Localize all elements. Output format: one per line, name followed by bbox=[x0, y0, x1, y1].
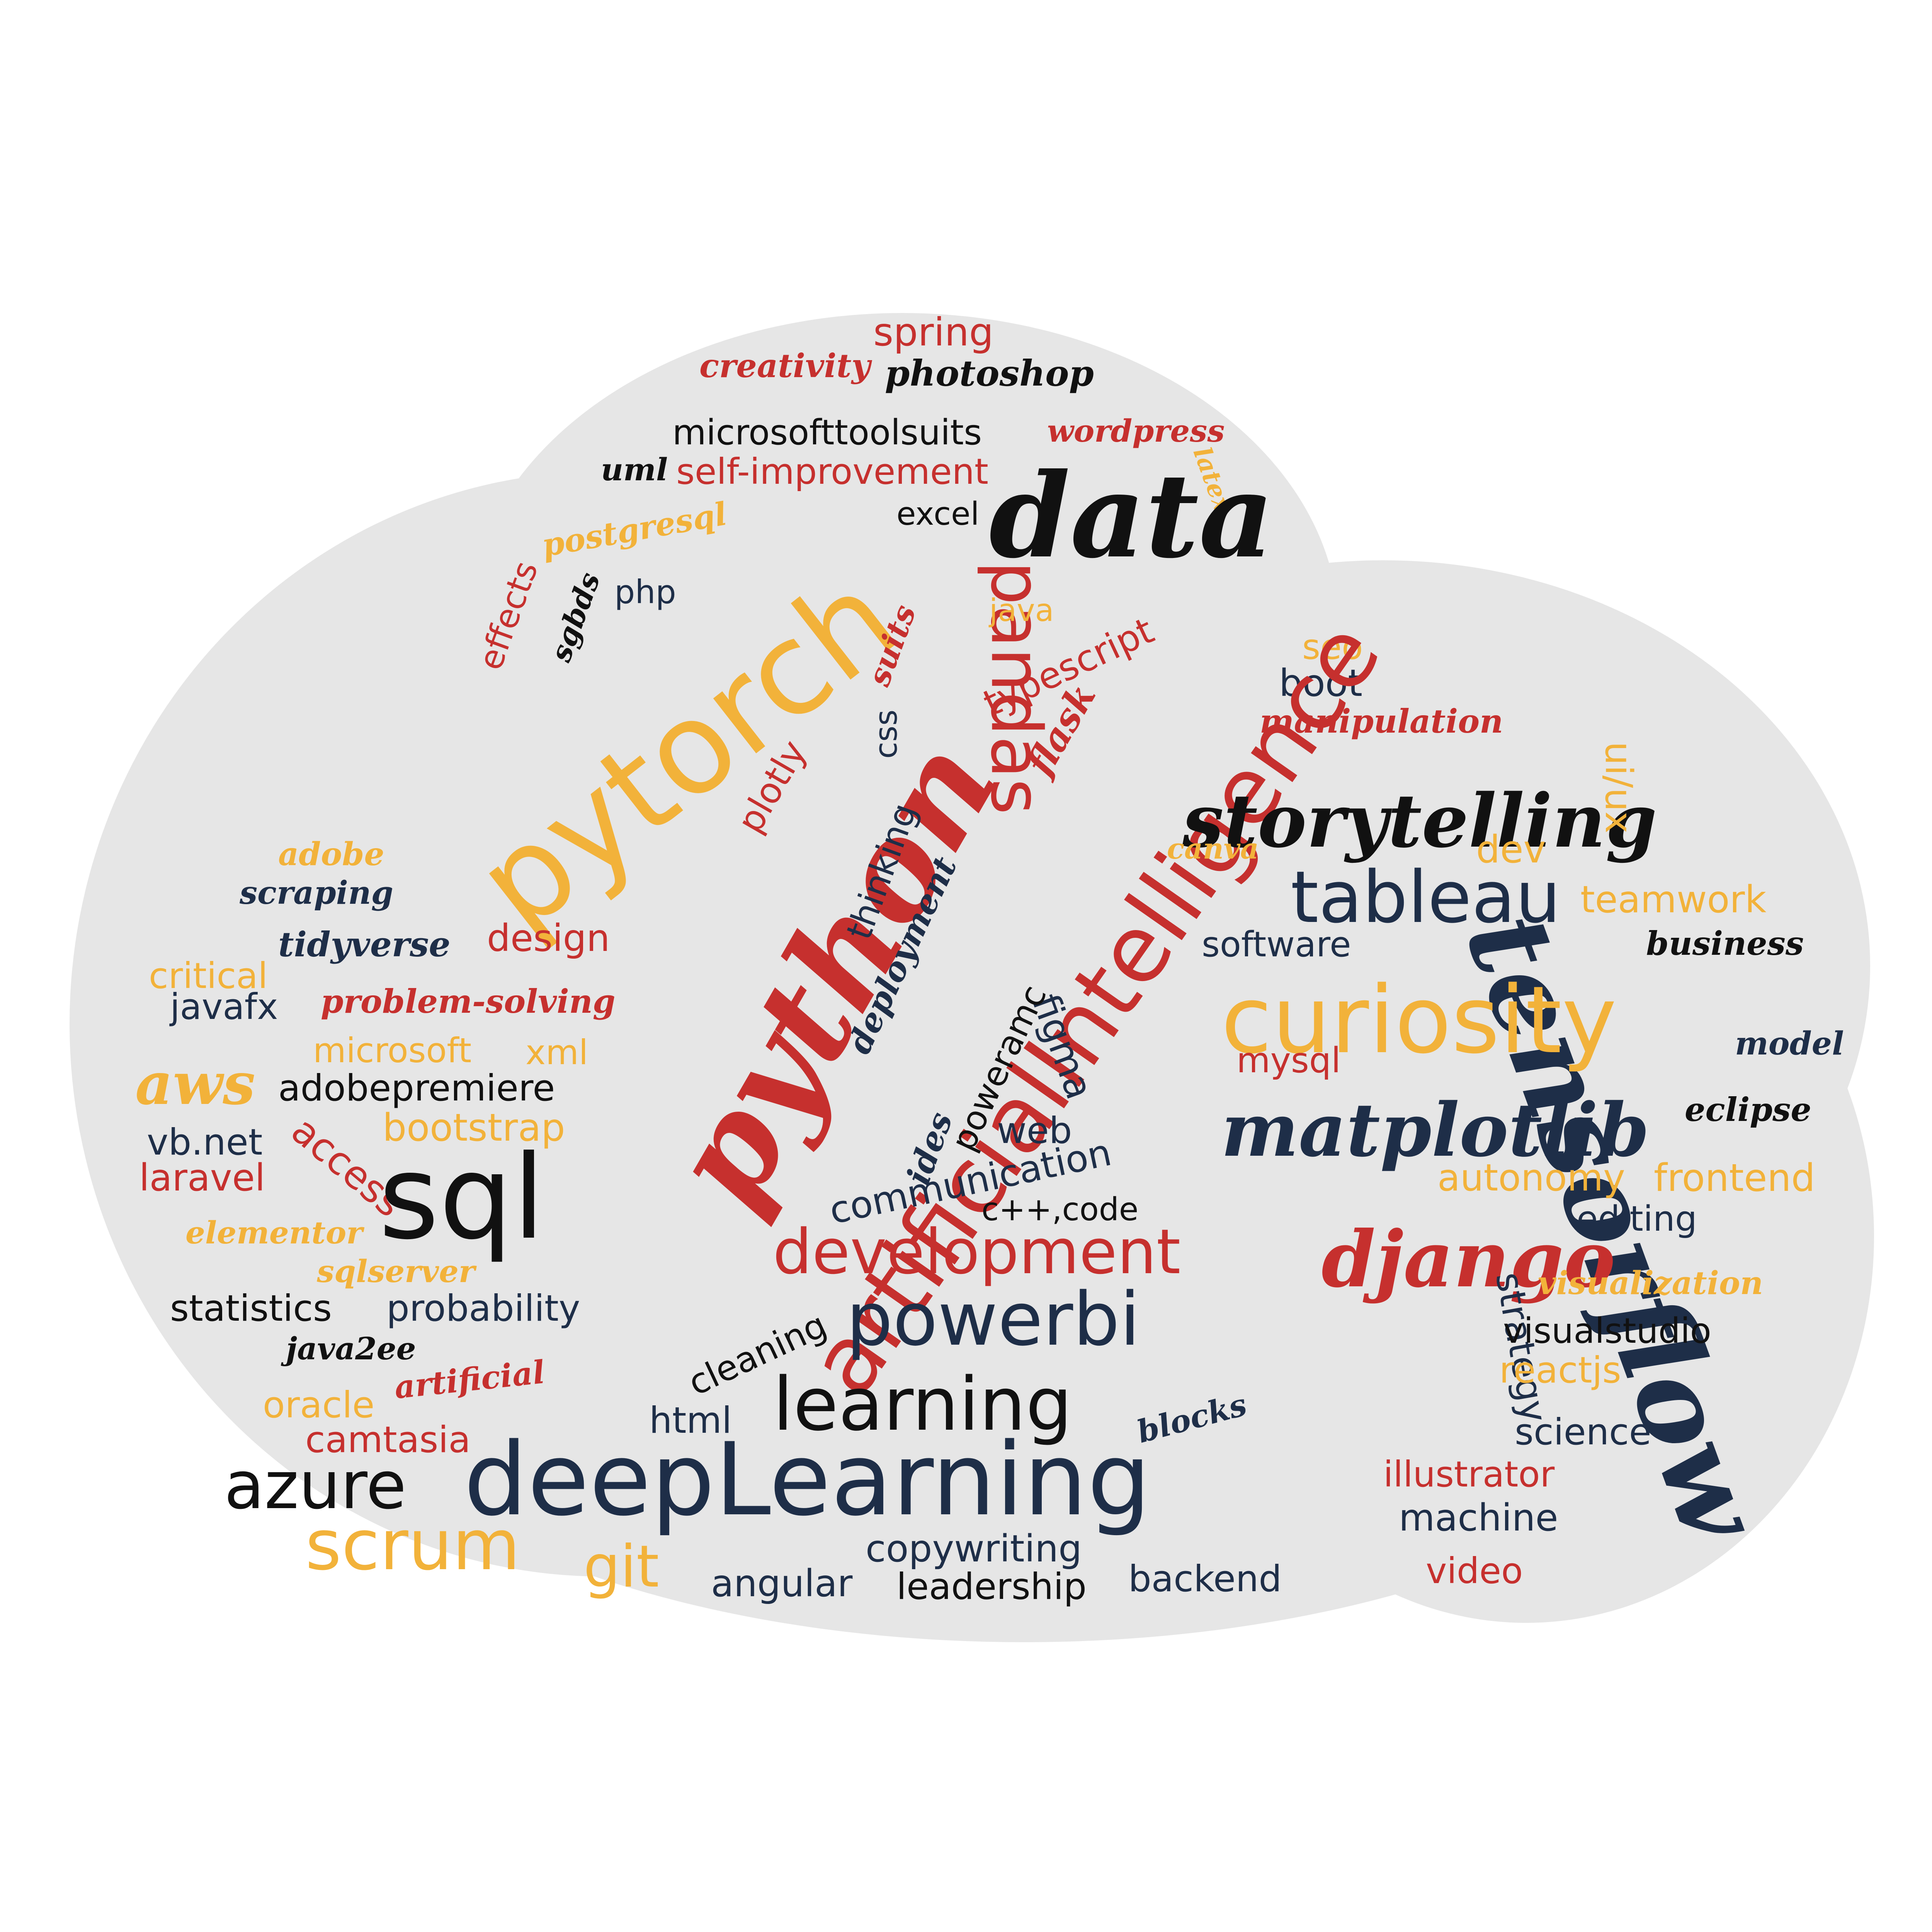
word-data: data bbox=[989, 447, 1274, 584]
word-backend: backend bbox=[1128, 1558, 1282, 1600]
word-java: java bbox=[989, 592, 1054, 628]
word-vb-net: vb.net bbox=[147, 1121, 263, 1163]
word-autonomy: autonomy bbox=[1437, 1156, 1625, 1199]
word-html: html bbox=[649, 1400, 732, 1442]
word-learning: learning bbox=[773, 1362, 1073, 1447]
word-storytelling: storytelling bbox=[1182, 778, 1657, 864]
word-web: web bbox=[997, 1110, 1072, 1152]
word-reactjs: reactjs bbox=[1499, 1349, 1621, 1391]
word-oracle: oracle bbox=[263, 1384, 375, 1426]
word-wordpress: wordpress bbox=[1047, 413, 1225, 449]
word-editing: editing bbox=[1577, 1199, 1697, 1239]
word-model: model bbox=[1735, 1025, 1844, 1062]
word-video: video bbox=[1426, 1550, 1523, 1592]
word-science: science bbox=[1515, 1411, 1651, 1453]
word-manipulation: manipulation bbox=[1260, 702, 1503, 740]
word-django: django bbox=[1321, 1214, 1616, 1305]
word-copywriting: copywriting bbox=[866, 1527, 1082, 1570]
word-photoshop: photoshop bbox=[885, 352, 1094, 394]
word-adobe: adobe bbox=[278, 836, 384, 873]
word-camtasia: camtasia bbox=[305, 1419, 471, 1461]
word-teamwork: teamwork bbox=[1580, 878, 1767, 921]
word-aws: aws bbox=[135, 1050, 255, 1118]
word-dev: dev bbox=[1476, 828, 1546, 872]
word-tidyverse: tidyverse bbox=[278, 924, 451, 964]
word-angular: angular bbox=[711, 1562, 853, 1605]
word-visualization: visualization bbox=[1538, 1265, 1764, 1302]
word-seo: seo bbox=[1302, 627, 1363, 667]
word-microsofttoolsuits: microsofttoolsuits bbox=[672, 412, 982, 453]
word-matplotlib: matplotlib bbox=[1221, 1087, 1650, 1173]
word-sql: sql bbox=[379, 1130, 545, 1265]
word-sqlserver: sqlserver bbox=[317, 1253, 475, 1289]
word-software: software bbox=[1202, 924, 1351, 965]
word-illustrator: illustrator bbox=[1383, 1454, 1555, 1495]
word-boot: boot bbox=[1279, 662, 1363, 705]
word-tableau: tableau bbox=[1291, 855, 1561, 939]
word-frontend: frontend bbox=[1654, 1156, 1815, 1200]
word-machine: machine bbox=[1399, 1496, 1558, 1539]
word-uml: uml bbox=[601, 451, 668, 488]
word-scraping: scraping bbox=[240, 874, 393, 912]
word-leadership: leadership bbox=[896, 1566, 1087, 1608]
word-visualstudio: visualstudio bbox=[1503, 1311, 1711, 1351]
word-ui-ux: ui/ux bbox=[1597, 742, 1640, 833]
word-critical: critical bbox=[149, 955, 268, 997]
word-c-code: c++,code bbox=[981, 1191, 1139, 1228]
word-statistics: statistics bbox=[170, 1287, 332, 1330]
word-design: design bbox=[487, 917, 610, 960]
word-probability: probability bbox=[386, 1287, 580, 1330]
word-scrum: scrum bbox=[305, 1505, 520, 1586]
word-php: php bbox=[614, 573, 676, 611]
word-problem-solving: problem-solving bbox=[321, 982, 616, 1020]
word-excel: excel bbox=[896, 496, 980, 532]
word-spring: spring bbox=[873, 310, 994, 355]
word-xml: xml bbox=[526, 1032, 588, 1072]
word-eclipse: eclipse bbox=[1685, 1090, 1811, 1129]
word-elementor: elementor bbox=[185, 1214, 363, 1251]
word-adobepremiere: adobepremiere bbox=[278, 1067, 555, 1109]
word-java2ee: java2ee bbox=[286, 1330, 416, 1367]
word-laravel: laravel bbox=[139, 1156, 265, 1199]
word-mysql: mysql bbox=[1236, 1040, 1341, 1081]
word-powerbi: powerbi bbox=[846, 1277, 1140, 1362]
word-canva: canva bbox=[1167, 832, 1259, 866]
word-development: development bbox=[773, 1216, 1181, 1288]
word-deeplearning: deepLearning bbox=[464, 1422, 1151, 1538]
word-creativity: creativity bbox=[699, 347, 871, 385]
word-bootstrap: bootstrap bbox=[383, 1106, 565, 1150]
word-microsoft: microsoft bbox=[313, 1031, 472, 1070]
word-business: business bbox=[1646, 924, 1804, 963]
word-git: git bbox=[583, 1533, 659, 1600]
word-javafx: javafx bbox=[170, 986, 278, 1027]
word-css: css bbox=[868, 709, 904, 759]
word-curiosity: curiosity bbox=[1221, 966, 1617, 1074]
word-azure: azure bbox=[224, 1447, 406, 1524]
word-self-improvement: self-improvement bbox=[676, 451, 988, 492]
